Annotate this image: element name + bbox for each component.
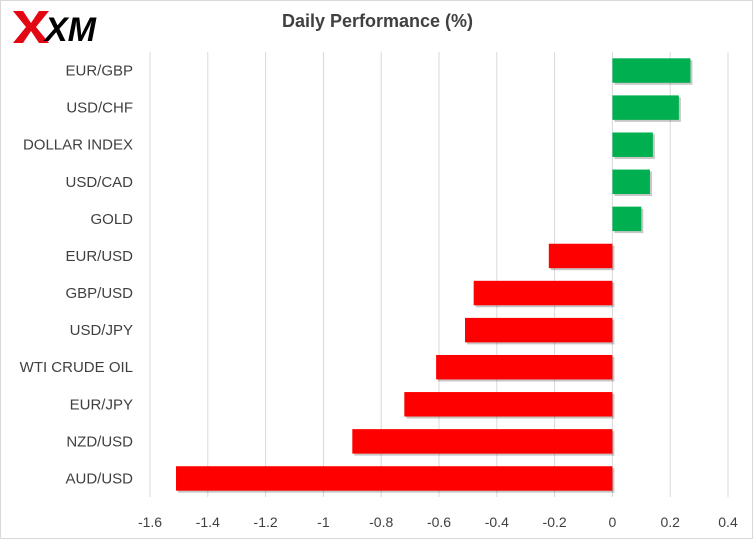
x-tick-label: -1 [317,514,330,530]
x-tick-label: -0.2 [543,514,567,530]
gridlines [149,52,729,497]
bar [548,243,613,269]
category-label: USD/CHF [66,100,133,117]
bar [404,392,613,417]
category-label: NZD/USD [66,433,133,450]
bar [612,206,642,232]
category-label: USD/CAD [65,174,133,191]
category-labels: EUR/GBP USD/CHF DOLLAR INDEX USD/CAD GOLD EUR… [20,63,134,488]
category-label: AUD/USD [65,470,133,487]
bar [473,280,613,306]
x-tick-label: 0 [609,514,617,530]
x-tick-label: -0.4 [485,514,509,530]
x-tick-label: -1.6 [138,514,162,530]
bar [612,58,691,83]
bar [352,429,613,454]
bar [612,95,679,120]
chart-title: Daily Performance (%) [281,11,474,31]
x-tick-label: 0.4 [718,514,738,530]
category-label: WTI CRUDE OIL [20,359,133,376]
category-label: GOLD [90,211,133,228]
x-tick-label: -0.8 [369,514,393,530]
bar [612,132,653,157]
logo-text: XM [43,11,97,49]
x-tick-label: -1.2 [254,514,278,530]
bar [436,354,613,380]
category-label: EUR/GBP [65,63,133,80]
bar [465,317,613,343]
x-tick-label: 0.2 [660,514,680,530]
bars [176,58,693,493]
category-label: EUR/JPY [70,396,133,413]
x-axis-tick-labels: -1.6 -1.4 -1.2 -1 -0.8 -0.6 -0.4 -0.2 0 0.2 0.4 [138,514,738,530]
bar [176,466,613,491]
svg-text:XM: XM [43,11,97,49]
x-tick-label: -1.4 [196,514,220,530]
category-label: DOLLAR INDEX [23,137,133,154]
xm-logo-icon: XM [13,11,97,49]
category-label: GBP/USD [65,285,133,302]
category-label: USD/JPY [70,322,133,339]
category-label: EUR/USD [65,248,133,265]
bar [612,169,650,195]
x-tick-label: -0.6 [427,514,451,530]
